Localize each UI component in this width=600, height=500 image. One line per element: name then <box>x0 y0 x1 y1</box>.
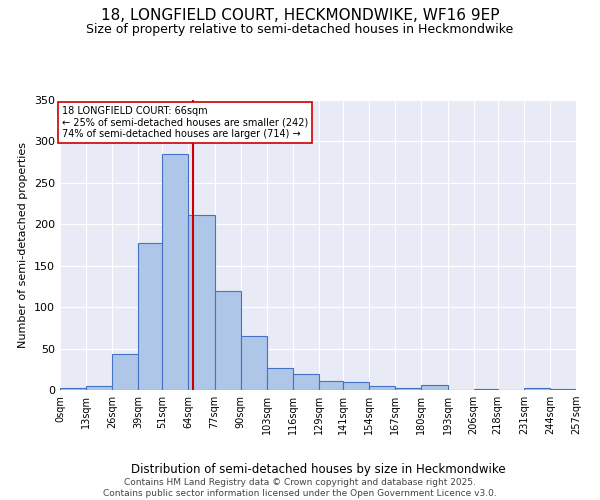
Text: Distribution of semi-detached houses by size in Heckmondwike: Distribution of semi-detached houses by … <box>131 462 505 475</box>
Bar <box>241 336 267 390</box>
Text: 18, LONGFIELD COURT, HECKMONDWIKE, WF16 9EP: 18, LONGFIELD COURT, HECKMONDWIKE, WF16 … <box>101 8 499 22</box>
Text: 18 LONGFIELD COURT: 66sqm
← 25% of semi-detached houses are smaller (242)
74% of: 18 LONGFIELD COURT: 66sqm ← 25% of semi-… <box>62 106 308 139</box>
Bar <box>473 389 497 390</box>
Bar <box>343 382 369 390</box>
Bar <box>319 381 343 390</box>
Bar <box>395 388 421 390</box>
Text: Size of property relative to semi-detached houses in Heckmondwike: Size of property relative to semi-detach… <box>86 22 514 36</box>
Bar <box>188 215 215 390</box>
Text: Contains HM Land Registry data © Crown copyright and database right 2025.
Contai: Contains HM Land Registry data © Crown c… <box>103 478 497 498</box>
Bar <box>550 389 576 390</box>
Bar <box>421 385 448 390</box>
Bar <box>215 292 241 390</box>
Bar <box>369 386 395 390</box>
Bar <box>86 386 112 390</box>
Bar <box>139 242 163 390</box>
Bar <box>293 374 319 390</box>
Bar <box>524 388 550 390</box>
Bar <box>112 354 139 390</box>
Y-axis label: Number of semi-detached properties: Number of semi-detached properties <box>19 142 28 348</box>
Bar <box>163 154 188 390</box>
Bar <box>267 368 293 390</box>
Bar <box>60 388 86 390</box>
